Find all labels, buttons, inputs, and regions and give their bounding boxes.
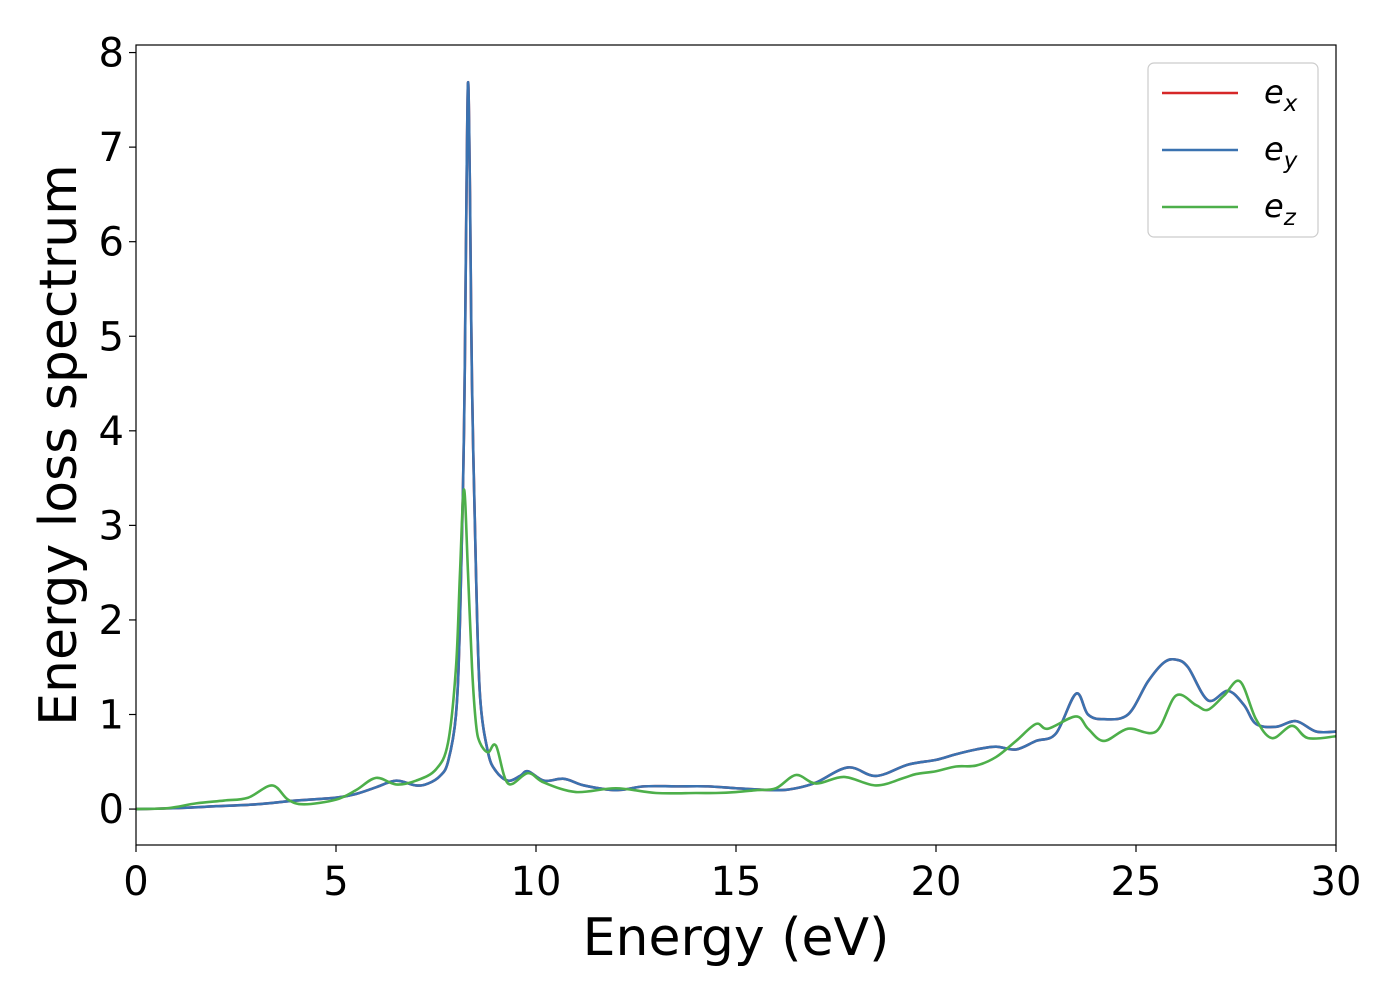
y-axis-label: Energy loss spectrum [29,164,89,726]
y-tick-label: 8 [99,31,124,77]
y-tick-label: 7 [99,125,124,171]
y-tick-label: 3 [99,503,124,549]
x-tick-label: 15 [711,859,762,905]
y-tick-label: 1 [99,693,124,739]
series-line-z [136,488,1336,811]
x-tick-label: 0 [123,859,148,905]
x-tick-label: 30 [1311,859,1362,905]
y-tick-label: 6 [99,220,124,266]
x-tick-label: 20 [911,859,962,905]
y-axis-ticks: 0 1 2 3 4 5 6 7 8 [99,31,136,833]
y-tick-label: 0 [99,787,124,833]
x-tick-label: 10 [511,859,562,905]
series-layer [136,81,1336,811]
x-tick-label: 25 [1111,859,1162,905]
y-tick-label: 5 [99,314,124,360]
x-axis-label: Energy (eV) [583,908,890,968]
x-tick-label: 5 [323,859,348,905]
y-tick-label: 2 [99,598,124,644]
x-axis-ticks: 0 5 10 15 20 25 30 [123,845,1361,905]
y-tick-label: 4 [99,409,124,455]
